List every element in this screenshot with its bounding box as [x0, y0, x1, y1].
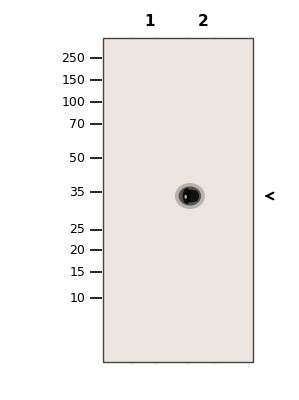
Text: 70: 70 [69, 118, 85, 130]
Text: 100: 100 [61, 96, 85, 108]
Text: 20: 20 [69, 244, 85, 256]
Text: 15: 15 [69, 266, 85, 278]
Text: 35: 35 [69, 186, 85, 198]
Ellipse shape [184, 195, 187, 199]
Ellipse shape [185, 190, 198, 202]
Bar [103, 38, 253, 362]
Text: 1: 1 [144, 14, 155, 30]
Ellipse shape [183, 188, 191, 204]
Text: 150: 150 [61, 74, 85, 86]
Ellipse shape [175, 183, 205, 209]
Text: 50: 50 [69, 152, 85, 164]
Text: 2: 2 [198, 14, 209, 30]
Text: 10: 10 [69, 292, 85, 304]
Ellipse shape [190, 190, 199, 202]
Ellipse shape [179, 186, 201, 206]
Text: 25: 25 [69, 224, 85, 236]
Text: 250: 250 [61, 52, 85, 64]
